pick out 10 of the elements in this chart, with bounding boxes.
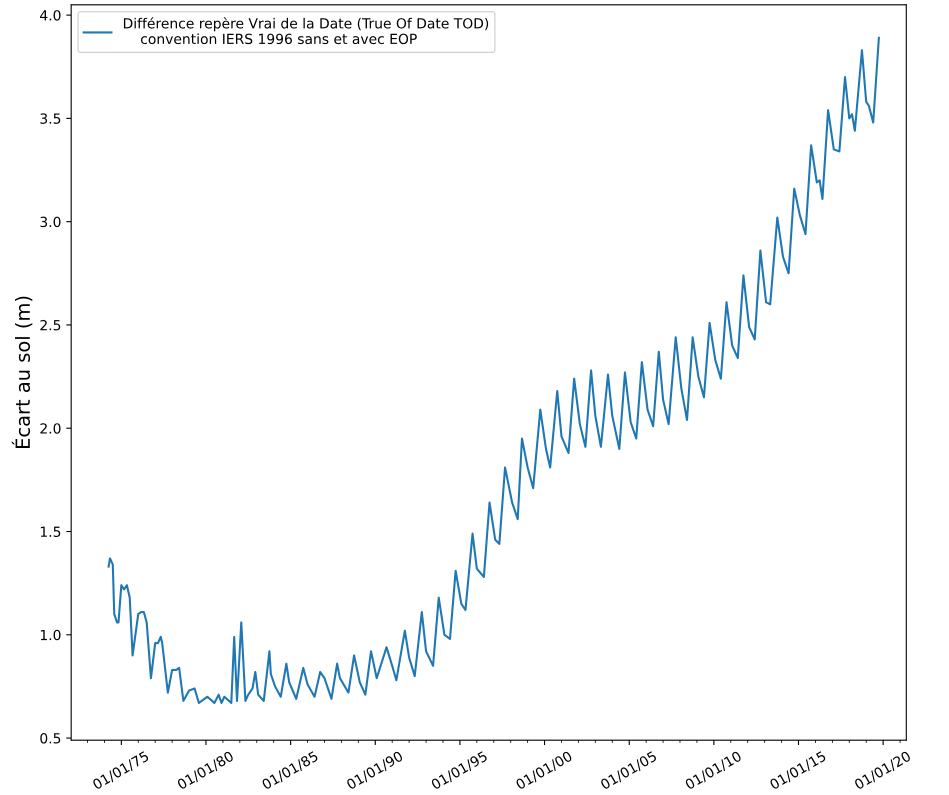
y-tick-label: 0.5: [40, 733, 60, 744]
y-tick-label: 1.0: [40, 630, 61, 640]
y-tick-label: 2.0: [40, 423, 61, 434]
legend-label: Différence repère Vrai de la Date (True Of Date TOD) convention IERS 1996 sans et avec EOP: [124, 17, 488, 44]
y-tick-label: 4.0: [40, 10, 61, 21]
y-tick-label: 3.0: [40, 216, 61, 228]
y-axis-title: Écart au sol (m): [12, 296, 32, 448]
y-tick-label: 1.5: [40, 526, 60, 537]
y-tick-label: 3.5: [40, 113, 60, 124]
y-tick-label: 2.5: [40, 320, 60, 330]
